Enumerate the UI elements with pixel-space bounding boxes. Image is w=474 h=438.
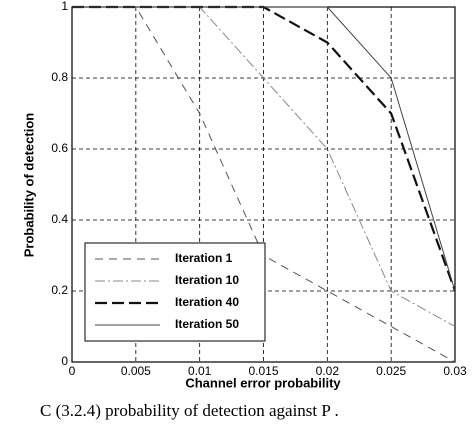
y-axis-label: Probability of detection bbox=[21, 113, 36, 258]
y-tick-label: 0.6 bbox=[51, 141, 68, 155]
x-tick-label: 0.03 bbox=[443, 364, 467, 378]
caption: C (3.2.4) probability of detection again… bbox=[40, 401, 339, 420]
y-tick-label: 0.2 bbox=[51, 283, 68, 297]
y-tick-label: 1 bbox=[61, 0, 68, 13]
y-tick-label: 0 bbox=[61, 354, 68, 368]
legend-label: Iteration 10 bbox=[175, 273, 239, 287]
x-axis-label: Channel error probability bbox=[185, 375, 341, 390]
x-tick-label: 0.02 bbox=[316, 364, 340, 378]
x-tick-label: 0.005 bbox=[121, 364, 151, 378]
legend-label: Iteration 50 bbox=[175, 317, 239, 331]
legend-label: Iteration 40 bbox=[175, 295, 239, 309]
x-tick-label: 0.01 bbox=[188, 364, 212, 378]
x-tick-label: 0 bbox=[69, 364, 76, 378]
series-line bbox=[72, 6, 456, 292]
y-tick-label: 0.8 bbox=[51, 70, 68, 84]
y-tick-label: 0.4 bbox=[51, 212, 68, 226]
x-tick-label: 0.015 bbox=[248, 364, 278, 378]
x-tick-label: 0.025 bbox=[376, 364, 406, 378]
legend-label: Iteration 1 bbox=[175, 251, 233, 265]
